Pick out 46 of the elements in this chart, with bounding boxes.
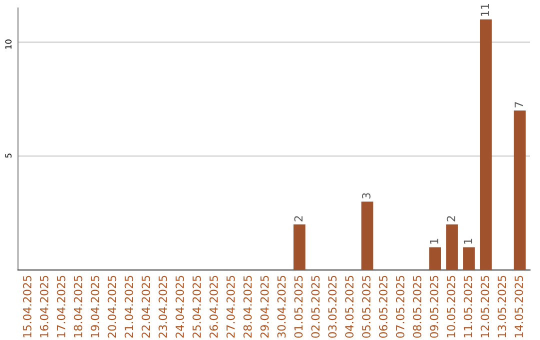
x-tick-label: 20.04.2025 bbox=[108, 276, 116, 338]
data-label: 1 bbox=[464, 238, 472, 244]
x-tick-label: 11.05.2025 bbox=[464, 276, 472, 338]
data-label: 7 bbox=[514, 102, 523, 108]
data-label: 1 bbox=[430, 238, 438, 244]
x-tick-label: 03.05.2025 bbox=[328, 276, 337, 338]
x-tick-label: 06.05.2025 bbox=[379, 276, 388, 338]
x-tick-label: 19.04.2025 bbox=[90, 276, 100, 338]
y-tick-label: 10 bbox=[5, 40, 12, 49]
bar bbox=[429, 247, 441, 270]
x-tick-label: 18.04.2025 bbox=[74, 276, 82, 338]
x-tick-label: 21.04.2025 bbox=[124, 276, 134, 338]
data-label: 2 bbox=[446, 216, 456, 222]
x-tick-label: 13.05.2025 bbox=[498, 276, 506, 338]
x-tick-label: 24.04.2025 bbox=[176, 276, 184, 338]
x-tick-label: 10.05.2025 bbox=[446, 276, 456, 338]
x-tick-label: 12.05.2025 bbox=[480, 276, 490, 338]
x-tick-label: 16.04.2025 bbox=[40, 276, 48, 338]
x-tick-label: 14.05.2025 bbox=[514, 276, 524, 338]
bar bbox=[514, 110, 526, 270]
y-tick-label: 5 bbox=[5, 154, 12, 158]
x-tick-label: 05.05.2025 bbox=[362, 276, 370, 338]
x-tick-label: 08.05.2025 bbox=[412, 276, 422, 338]
bar bbox=[293, 224, 306, 270]
x-tick-label: 27.04.2025 bbox=[226, 276, 235, 338]
bar bbox=[480, 19, 492, 270]
bar bbox=[463, 247, 475, 270]
x-tick-label: 02.05.2025 bbox=[311, 276, 320, 338]
x-tick-label: 17.04.2025 bbox=[56, 276, 66, 338]
x-tick-label: 28.04.2025 bbox=[243, 276, 252, 338]
x-tick-label: 26.04.2025 bbox=[209, 276, 218, 338]
data-label: 11 bbox=[480, 4, 489, 16]
x-tick-label: 01.05.2025 bbox=[294, 276, 303, 338]
x-tick-label: 25.04.2025 bbox=[192, 276, 201, 338]
x-tick-label: 04.05.2025 bbox=[345, 276, 354, 338]
x-tick-label: 07.05.2025 bbox=[396, 276, 404, 338]
x-tick-label: 15.04.2025 bbox=[22, 276, 32, 338]
data-label: 2 bbox=[294, 216, 302, 222]
x-tick-label: 29.04.2025 bbox=[260, 276, 269, 338]
x-tick-label: 22.04.2025 bbox=[142, 276, 150, 338]
data-label: 3 bbox=[362, 193, 370, 199]
bar bbox=[361, 202, 374, 270]
x-tick-label: 30.04.2025 bbox=[277, 276, 286, 338]
x-tick-label: 09.05.2025 bbox=[430, 276, 438, 338]
bar bbox=[446, 224, 458, 270]
x-tick-label: 23.04.2025 bbox=[158, 276, 168, 338]
